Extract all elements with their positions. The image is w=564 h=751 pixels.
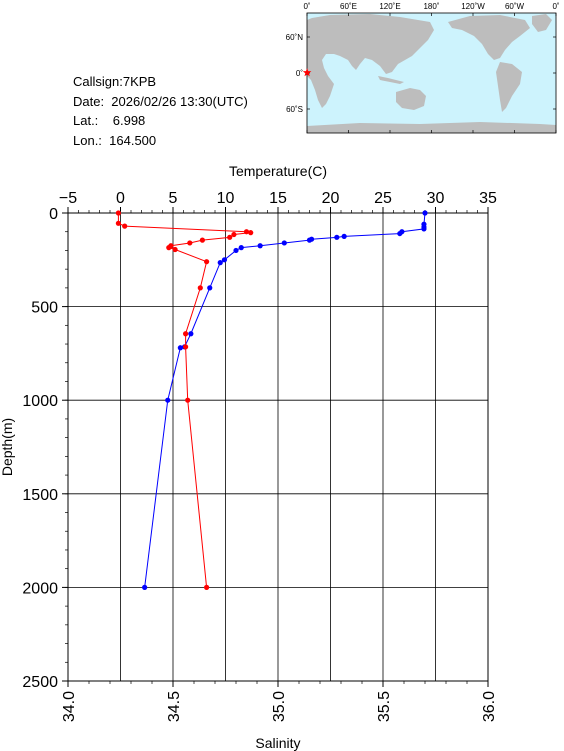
salinity-point (166, 245, 172, 251)
eurasia-africa (307, 14, 434, 108)
series (115, 210, 428, 591)
temperature-point (397, 230, 403, 237)
north-america (448, 15, 530, 60)
salinity-point (227, 234, 233, 240)
top-tick-label: 30 (427, 190, 445, 207)
temperature-point (334, 234, 340, 240)
temperature-point (165, 397, 171, 403)
location-map: 0˚ 60˚E 120˚E 180˚ 120˚W 60˚W 0˚ 60˚N 0˚ 60˚S (286, 2, 560, 134)
map-lon-label: 180˚ (423, 2, 439, 11)
temperature-point (217, 260, 223, 266)
temperature-point (281, 240, 287, 246)
bottom-axis-label: Salinity (255, 735, 300, 751)
y-tick-label: 500 (31, 300, 58, 317)
salinity-point (197, 285, 203, 291)
map-lon-label: 120˚E (379, 2, 400, 11)
temperature-point (257, 243, 263, 249)
temperature-point (188, 331, 194, 337)
map-ticks (306, 13, 557, 133)
top-tick-label: 5 (169, 190, 178, 207)
map-lon-label: 60˚E (340, 2, 357, 11)
lon-text: Lon.: 164.500 (73, 132, 157, 148)
salinity-point (115, 210, 121, 216)
greenland (532, 14, 552, 32)
salinity-point (183, 331, 189, 337)
bottom-tick-label: 36.0 (481, 691, 498, 722)
bottom-tick-label: 34.5 (166, 691, 183, 722)
top-tick-label: 25 (374, 190, 392, 207)
temperature-point (421, 226, 427, 232)
salinity-point (243, 229, 250, 235)
temperature-point (221, 257, 228, 263)
temperature-point (238, 245, 244, 251)
bottom-tick-label: 34.0 (61, 691, 78, 722)
salinity-point (199, 237, 205, 243)
antarctica (307, 122, 556, 133)
temperature-point (142, 584, 148, 591)
salinity-point (204, 259, 210, 265)
map-lon-label: 120˚W (461, 2, 485, 11)
y-tick-label: 2000 (22, 580, 58, 597)
salinity-point (115, 220, 121, 226)
y-tick-label: 1000 (22, 393, 58, 410)
salinity-point (122, 223, 128, 229)
profile-chart: −5 0 5 10 15 20 25 30 350500100015002000250034.0… (0, 163, 498, 751)
temperature-point (422, 210, 428, 216)
map-lat-label: 60˚S (286, 105, 303, 114)
top-tick-label: 0 (116, 190, 125, 207)
temperature-point (341, 233, 347, 239)
salinity-point (204, 584, 210, 591)
star-icon (302, 68, 312, 77)
map-land (307, 14, 556, 133)
salinity-point (187, 240, 193, 246)
station-info: Callsign:7KPB Date: 2026/02/26 13:30(UTC… (73, 72, 248, 150)
temperature-point (233, 247, 239, 254)
top-tick-label: 20 (322, 190, 340, 207)
callsign-text: Callsign:7KPB (73, 74, 157, 89)
top-axis-label: Temperature(C) (229, 163, 327, 179)
salinity-point (183, 344, 189, 350)
map-lat-label: 0˚ (296, 69, 303, 78)
y-tick-label: 2500 (22, 674, 58, 691)
temperature-line (144, 212, 426, 588)
temperature-point (177, 345, 183, 351)
salinity-point (172, 246, 178, 253)
map-lat-label: 60˚N (286, 33, 304, 42)
map-lon-label: 60˚W (505, 2, 525, 11)
bottom-tick-label: 35.5 (376, 691, 393, 722)
bottom-tick-label: 35.0 (271, 691, 288, 722)
map-labels: 0˚ 60˚E 120˚E 180˚ 120˚W 60˚W 0˚ 60˚N 0˚ 60˚S (286, 2, 560, 114)
salinity-point (231, 231, 237, 238)
date-text: Date: 2026/02/26 13:30(UTC) (73, 93, 248, 109)
map-lon-label: 0˚ (552, 2, 559, 11)
salinity-point (185, 397, 191, 403)
top-tick-label: 10 (217, 190, 235, 207)
salinity-point (248, 230, 254, 236)
axes: −5 0 5 10 15 20 25 30 350500100015002000250034.0… (22, 190, 498, 722)
grid (67, 212, 489, 682)
south-america (496, 62, 522, 112)
lat-text: Lat.: 6.998 (73, 113, 146, 128)
temperature-point (306, 237, 313, 243)
temperature-point (207, 285, 213, 291)
top-tick-label: −5 (59, 190, 77, 207)
australia (396, 88, 426, 110)
map-lon-label: 0˚ (303, 2, 310, 11)
y-axis-label: Depth(m) (0, 418, 15, 476)
top-tick-label: 15 (269, 190, 287, 207)
y-tick-label: 1500 (22, 487, 58, 504)
indonesia (378, 76, 404, 84)
y-tick-label: 0 (49, 206, 58, 223)
top-tick-label: 35 (479, 190, 497, 207)
